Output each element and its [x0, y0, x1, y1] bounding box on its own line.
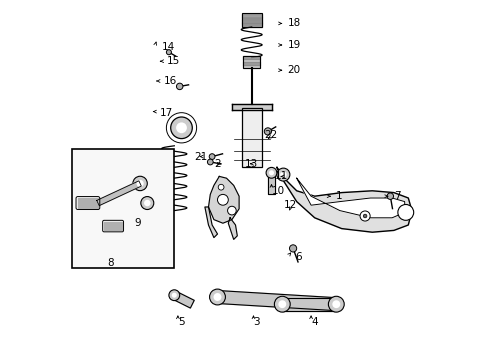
Text: 6: 6	[294, 252, 301, 262]
Polygon shape	[208, 176, 239, 223]
Polygon shape	[228, 218, 237, 239]
Circle shape	[166, 50, 171, 55]
Circle shape	[132, 232, 137, 236]
Polygon shape	[231, 104, 271, 110]
FancyBboxPatch shape	[241, 108, 261, 167]
Polygon shape	[204, 207, 217, 238]
Text: 19: 19	[287, 40, 300, 50]
Text: 15: 15	[167, 56, 180, 66]
Circle shape	[289, 245, 296, 252]
Polygon shape	[243, 62, 260, 66]
Text: 1: 1	[336, 191, 342, 201]
Circle shape	[397, 204, 413, 220]
Text: 3: 3	[253, 317, 260, 327]
Circle shape	[280, 171, 286, 178]
Circle shape	[359, 211, 369, 221]
Circle shape	[264, 128, 271, 135]
FancyBboxPatch shape	[72, 149, 174, 268]
Polygon shape	[97, 181, 141, 206]
Circle shape	[144, 200, 150, 206]
Circle shape	[276, 168, 289, 181]
Text: 2: 2	[213, 159, 220, 169]
Circle shape	[274, 296, 289, 312]
Circle shape	[209, 289, 225, 305]
Circle shape	[227, 206, 236, 215]
Text: 8: 8	[107, 258, 114, 268]
Polygon shape	[296, 178, 404, 218]
Text: 22: 22	[264, 130, 277, 140]
Circle shape	[171, 293, 177, 298]
Text: 21: 21	[194, 152, 207, 162]
Circle shape	[328, 296, 344, 312]
Circle shape	[136, 180, 143, 187]
Text: 17: 17	[160, 108, 173, 118]
Polygon shape	[104, 222, 122, 230]
Text: 16: 16	[163, 76, 176, 86]
Circle shape	[265, 167, 276, 178]
Polygon shape	[241, 23, 261, 27]
Text: 20: 20	[287, 65, 300, 75]
Polygon shape	[243, 65, 260, 68]
Circle shape	[363, 214, 366, 218]
Circle shape	[386, 193, 393, 199]
Circle shape	[217, 194, 228, 205]
Circle shape	[278, 300, 285, 308]
Polygon shape	[243, 56, 260, 59]
Circle shape	[213, 293, 221, 301]
Text: 18: 18	[287, 18, 300, 28]
Circle shape	[133, 176, 147, 191]
Circle shape	[141, 197, 153, 210]
Text: 7: 7	[393, 191, 400, 201]
Circle shape	[218, 184, 224, 190]
Circle shape	[209, 154, 215, 159]
Circle shape	[176, 83, 183, 90]
Circle shape	[332, 300, 340, 308]
Polygon shape	[172, 291, 194, 308]
Text: 5: 5	[178, 317, 184, 327]
Text: 13: 13	[244, 159, 257, 169]
Polygon shape	[282, 298, 336, 311]
Text: 12: 12	[284, 200, 297, 210]
Circle shape	[170, 117, 192, 139]
Text: 4: 4	[310, 317, 317, 327]
Polygon shape	[241, 19, 261, 22]
Text: 9: 9	[134, 218, 141, 228]
Polygon shape	[267, 173, 275, 194]
Text: 11: 11	[275, 171, 288, 181]
Polygon shape	[241, 21, 261, 25]
Polygon shape	[78, 198, 98, 208]
Circle shape	[176, 122, 186, 133]
Circle shape	[268, 170, 273, 175]
Polygon shape	[241, 14, 261, 18]
Polygon shape	[243, 59, 260, 62]
Circle shape	[168, 290, 179, 301]
Circle shape	[207, 159, 213, 165]
Text: 14: 14	[162, 42, 175, 52]
Polygon shape	[276, 167, 411, 232]
Polygon shape	[241, 17, 261, 20]
Polygon shape	[217, 291, 336, 311]
Text: 10: 10	[271, 186, 284, 196]
